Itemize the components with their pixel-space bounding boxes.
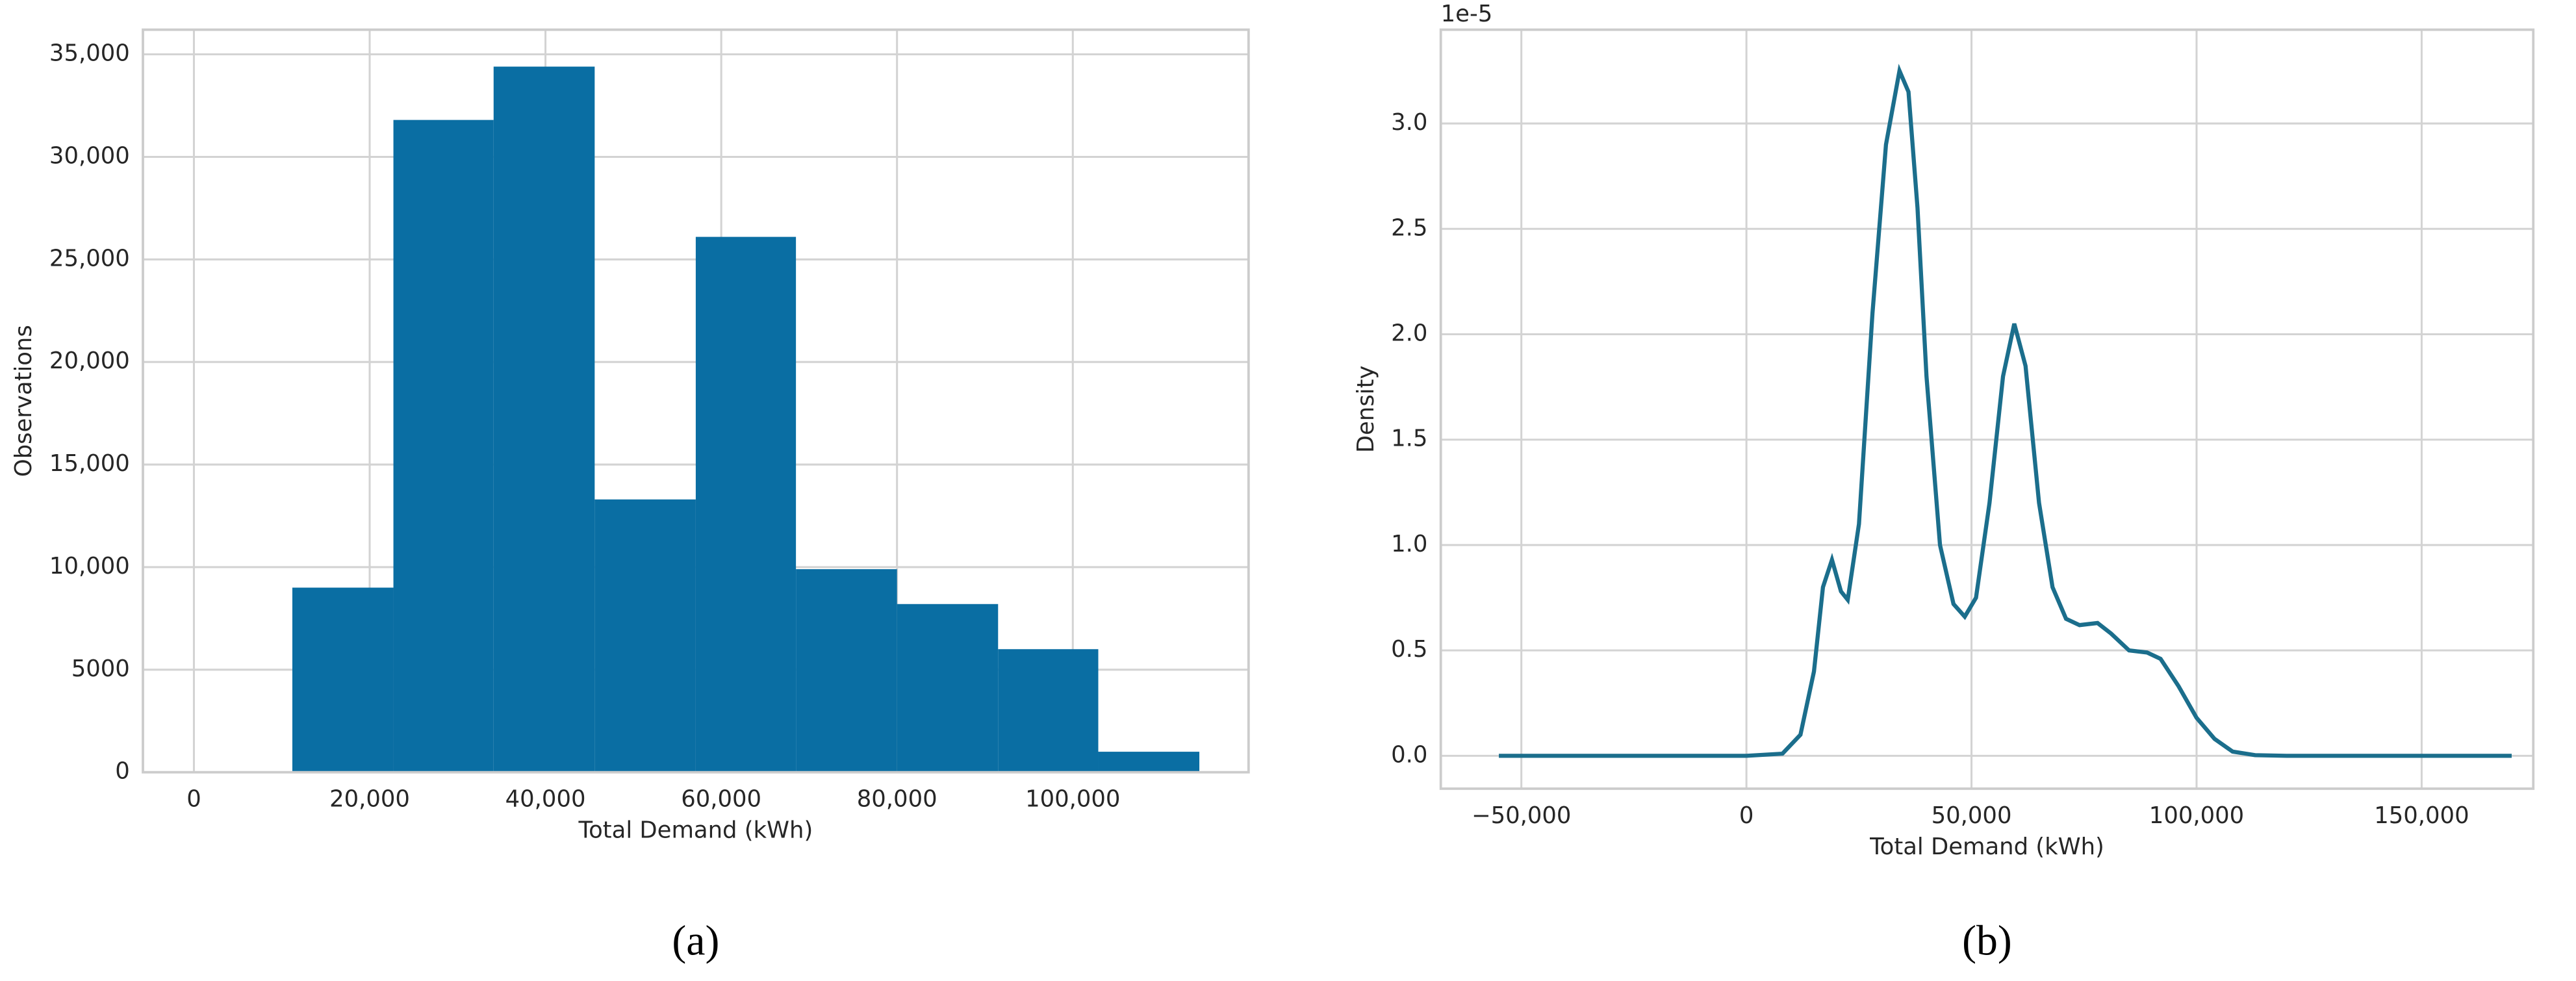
y-tick-label: 1.0 — [1391, 531, 1427, 557]
x-tick-label: 50,000 — [1932, 802, 2012, 829]
bar — [796, 569, 897, 772]
y-offset-label: 1e-5 — [1441, 1, 1493, 27]
bar — [393, 120, 494, 772]
density-line — [1499, 64, 2512, 758]
x-tick-label: 0 — [186, 786, 201, 813]
y-tick-label: 5000 — [71, 656, 130, 682]
bar — [594, 499, 696, 772]
y-tick-label: 3.0 — [1391, 109, 1427, 136]
x-tick-label: 20,000 — [329, 786, 410, 813]
y-tick-label: 30,000 — [49, 142, 130, 169]
y-tick-label: 1.5 — [1391, 426, 1427, 452]
caption: (a) — [672, 917, 719, 964]
x-tick-label: −50,000 — [1472, 802, 1572, 829]
bar — [292, 587, 394, 772]
x-tick-label: 80,000 — [857, 786, 937, 813]
bar — [493, 66, 595, 772]
x-tick-label: 100,000 — [2149, 802, 2244, 829]
caption: (b) — [1962, 917, 2012, 964]
x-tick-label: 150,000 — [2374, 802, 2469, 829]
x-axis-title: Total Demand (kWh) — [578, 817, 813, 844]
bar — [998, 649, 1099, 772]
plot-frame — [142, 28, 1250, 774]
y-tick-label: 0 — [115, 758, 130, 785]
y-tick-label: 15,000 — [49, 450, 130, 477]
plot-frame — [1439, 28, 2535, 790]
y-tick-label: 10,000 — [49, 553, 130, 580]
x-axis-title: Total Demand (kWh) — [1869, 834, 2104, 860]
y-tick-label: 20,000 — [49, 348, 130, 374]
x-tick-label: 0 — [1739, 802, 1754, 829]
bar — [695, 236, 797, 772]
y-tick-label: 35,000 — [49, 40, 130, 67]
x-tick-label: 40,000 — [505, 786, 586, 813]
x-tick-label: 60,000 — [681, 786, 761, 813]
y-tick-label: 0.5 — [1391, 636, 1427, 663]
y-tick-label: 2.0 — [1391, 320, 1427, 346]
y-tick-label: 0.0 — [1391, 741, 1427, 768]
bar — [1098, 752, 1200, 772]
y-axis-title: Density — [1353, 366, 1379, 453]
y-tick-label: 2.5 — [1391, 214, 1427, 241]
y-tick-label: 25,000 — [49, 245, 130, 272]
x-tick-label: 100,000 — [1025, 786, 1120, 813]
bar — [897, 604, 999, 772]
y-axis-title: Observations — [10, 325, 37, 477]
